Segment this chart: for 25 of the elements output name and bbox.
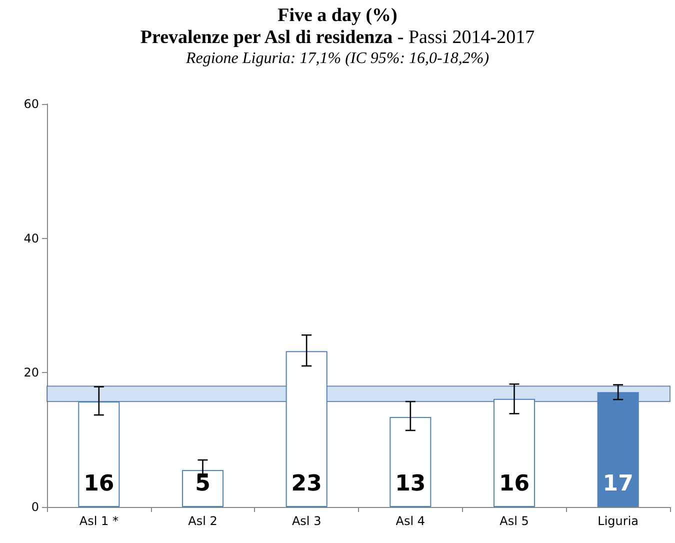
bar	[78, 402, 120, 507]
data-label: 17	[602, 472, 634, 496]
bar	[597, 392, 639, 507]
data-label: 16	[498, 472, 530, 496]
chart-title: Five a day (%)	[276, 5, 398, 27]
x-tick-label: Asl 2	[188, 514, 218, 528]
text: Regione Liguria: 17,1% (IC 95%: 16,0-18,2%)	[184, 49, 490, 69]
data-label: 23	[291, 472, 322, 496]
y-tick-label: 60	[24, 97, 39, 111]
x-tick-label: Liguria	[598, 514, 639, 528]
bar	[390, 416, 432, 507]
data-label: 13	[395, 472, 426, 496]
x-tick-label: Asl 1 *	[79, 514, 118, 528]
data-label: 16	[84, 472, 114, 496]
chart-subtitle: Prevalenze per Asl di residenza - Passi 2014-2017	[140, 27, 535, 48]
y-tick-label: 40	[24, 231, 39, 246]
bar	[286, 351, 328, 507]
bar	[493, 398, 536, 507]
x-tick-label: Asl 5	[500, 514, 529, 528]
y-tick-label: 0	[31, 500, 39, 514]
data-label: 5	[195, 472, 210, 496]
bar	[182, 470, 224, 507]
y-tick-label: 20	[24, 366, 39, 380]
x-tick-label: Asl 3	[292, 514, 322, 528]
x-tick-label: Asl 4	[396, 514, 426, 528]
